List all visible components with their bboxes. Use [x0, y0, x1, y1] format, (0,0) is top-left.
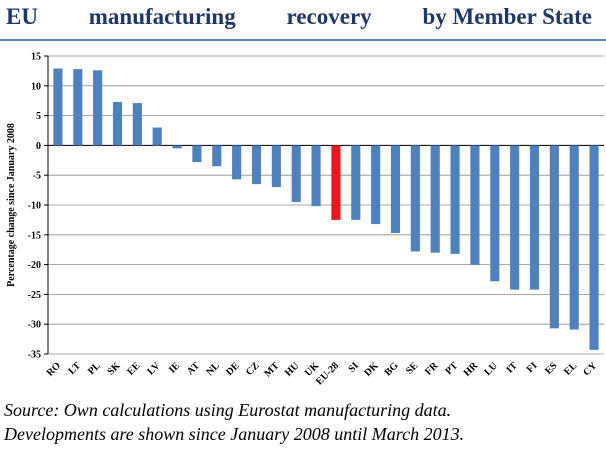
bar-pl [93, 70, 103, 146]
x-tick-label: LT [66, 360, 83, 377]
y-tick-label: -30 [28, 320, 41, 331]
x-tick-label: HR [462, 360, 481, 379]
title-divider [0, 39, 606, 41]
bar-at [192, 145, 202, 163]
x-tick-label: SI [346, 360, 361, 375]
x-tick-label: CZ [244, 360, 262, 378]
y-tick-label: 5 [36, 111, 41, 122]
title-word: manufacturing [88, 4, 236, 29]
y-tick-label: 15 [31, 52, 41, 63]
bar-cz [251, 145, 262, 185]
y-tick-label: 0 [36, 141, 41, 152]
x-tick-label: AT [185, 360, 202, 377]
x-tick-label: EL [562, 360, 579, 377]
source-line: Source: Own calculations using Eurostat … [4, 400, 452, 420]
axes [44, 55, 604, 355]
bar-lv [152, 127, 162, 146]
y-tick-label: -5 [33, 171, 41, 182]
x-tick-label: NL [204, 360, 222, 378]
bar-bg [390, 145, 401, 234]
bar-ee [132, 103, 142, 146]
bar-it [510, 145, 520, 290]
bar-sk [112, 101, 123, 146]
x-tick-label: IE [167, 360, 182, 375]
chart-title: EU manufacturing recovery by Member Stat… [0, 0, 606, 34]
x-tick-label: MT [262, 360, 281, 379]
bar-hu [291, 145, 301, 203]
source-line: Developments are shown since January 200… [4, 424, 465, 444]
bar-ro [53, 68, 63, 146]
x-tick-label: PL [86, 360, 103, 377]
y-tick-label: -10 [28, 201, 41, 212]
bar-cy [589, 145, 599, 350]
x-tick-label: RO [45, 360, 64, 379]
bar-si [351, 145, 361, 220]
bars [53, 68, 599, 350]
bar-el [569, 145, 579, 330]
y-tick-label: 10 [31, 81, 41, 92]
x-tick-label: IT [505, 360, 520, 375]
y-tick-label: -35 [28, 350, 41, 361]
bar-lt [73, 69, 83, 146]
bar-chart: 15 10 5 0 -5 -10 -15 -20 -25 -30 -35 RO LT PL SK EE LV IE… [6, 52, 604, 387]
title-word: EU [6, 4, 38, 29]
y-axis-label: Percentage change since January 2008 [6, 123, 17, 287]
bar-mt [271, 145, 281, 188]
x-tick-label: PT [443, 360, 460, 377]
bar-pt [450, 145, 460, 254]
x-tick-label: EE [125, 360, 142, 377]
title-word: by Member State [422, 4, 592, 29]
y-tick-label: -15 [28, 230, 41, 241]
gridlines [48, 55, 604, 355]
bar-de [232, 145, 242, 180]
x-tick-label: SE [404, 360, 421, 377]
title-word: recovery [286, 4, 372, 29]
bar-fr [430, 145, 440, 253]
bar-es [549, 145, 559, 329]
bar-uk [311, 145, 321, 207]
bar-eu-28 [331, 145, 341, 220]
x-tick-label: FR [423, 360, 441, 378]
y-tick-label: -20 [28, 260, 41, 271]
bar-ie [172, 145, 182, 149]
y-tick-label: -25 [28, 290, 41, 301]
bar-dk [371, 145, 381, 225]
bar-se [410, 145, 420, 252]
x-tick-label: HU [283, 360, 301, 378]
x-tick-label: BG [383, 360, 401, 378]
x-tick-label: EU-28 [314, 360, 341, 387]
x-tick-label: SK [105, 360, 122, 377]
x-tick-label: DE [224, 360, 242, 378]
x-tick-label: CY [581, 360, 600, 379]
bar-lu [490, 145, 500, 282]
source-note: Source: Own calculations using Eurostat … [4, 398, 604, 446]
x-tick-label: ES [543, 360, 560, 377]
x-tick-label: DK [362, 360, 381, 379]
bar-fi [529, 145, 540, 290]
bar-hr [470, 145, 480, 265]
bar-nl [212, 145, 222, 167]
x-tick-label: LV [145, 360, 163, 378]
x-tick-label: FI [525, 360, 540, 375]
x-tick-label: LU [482, 360, 500, 378]
